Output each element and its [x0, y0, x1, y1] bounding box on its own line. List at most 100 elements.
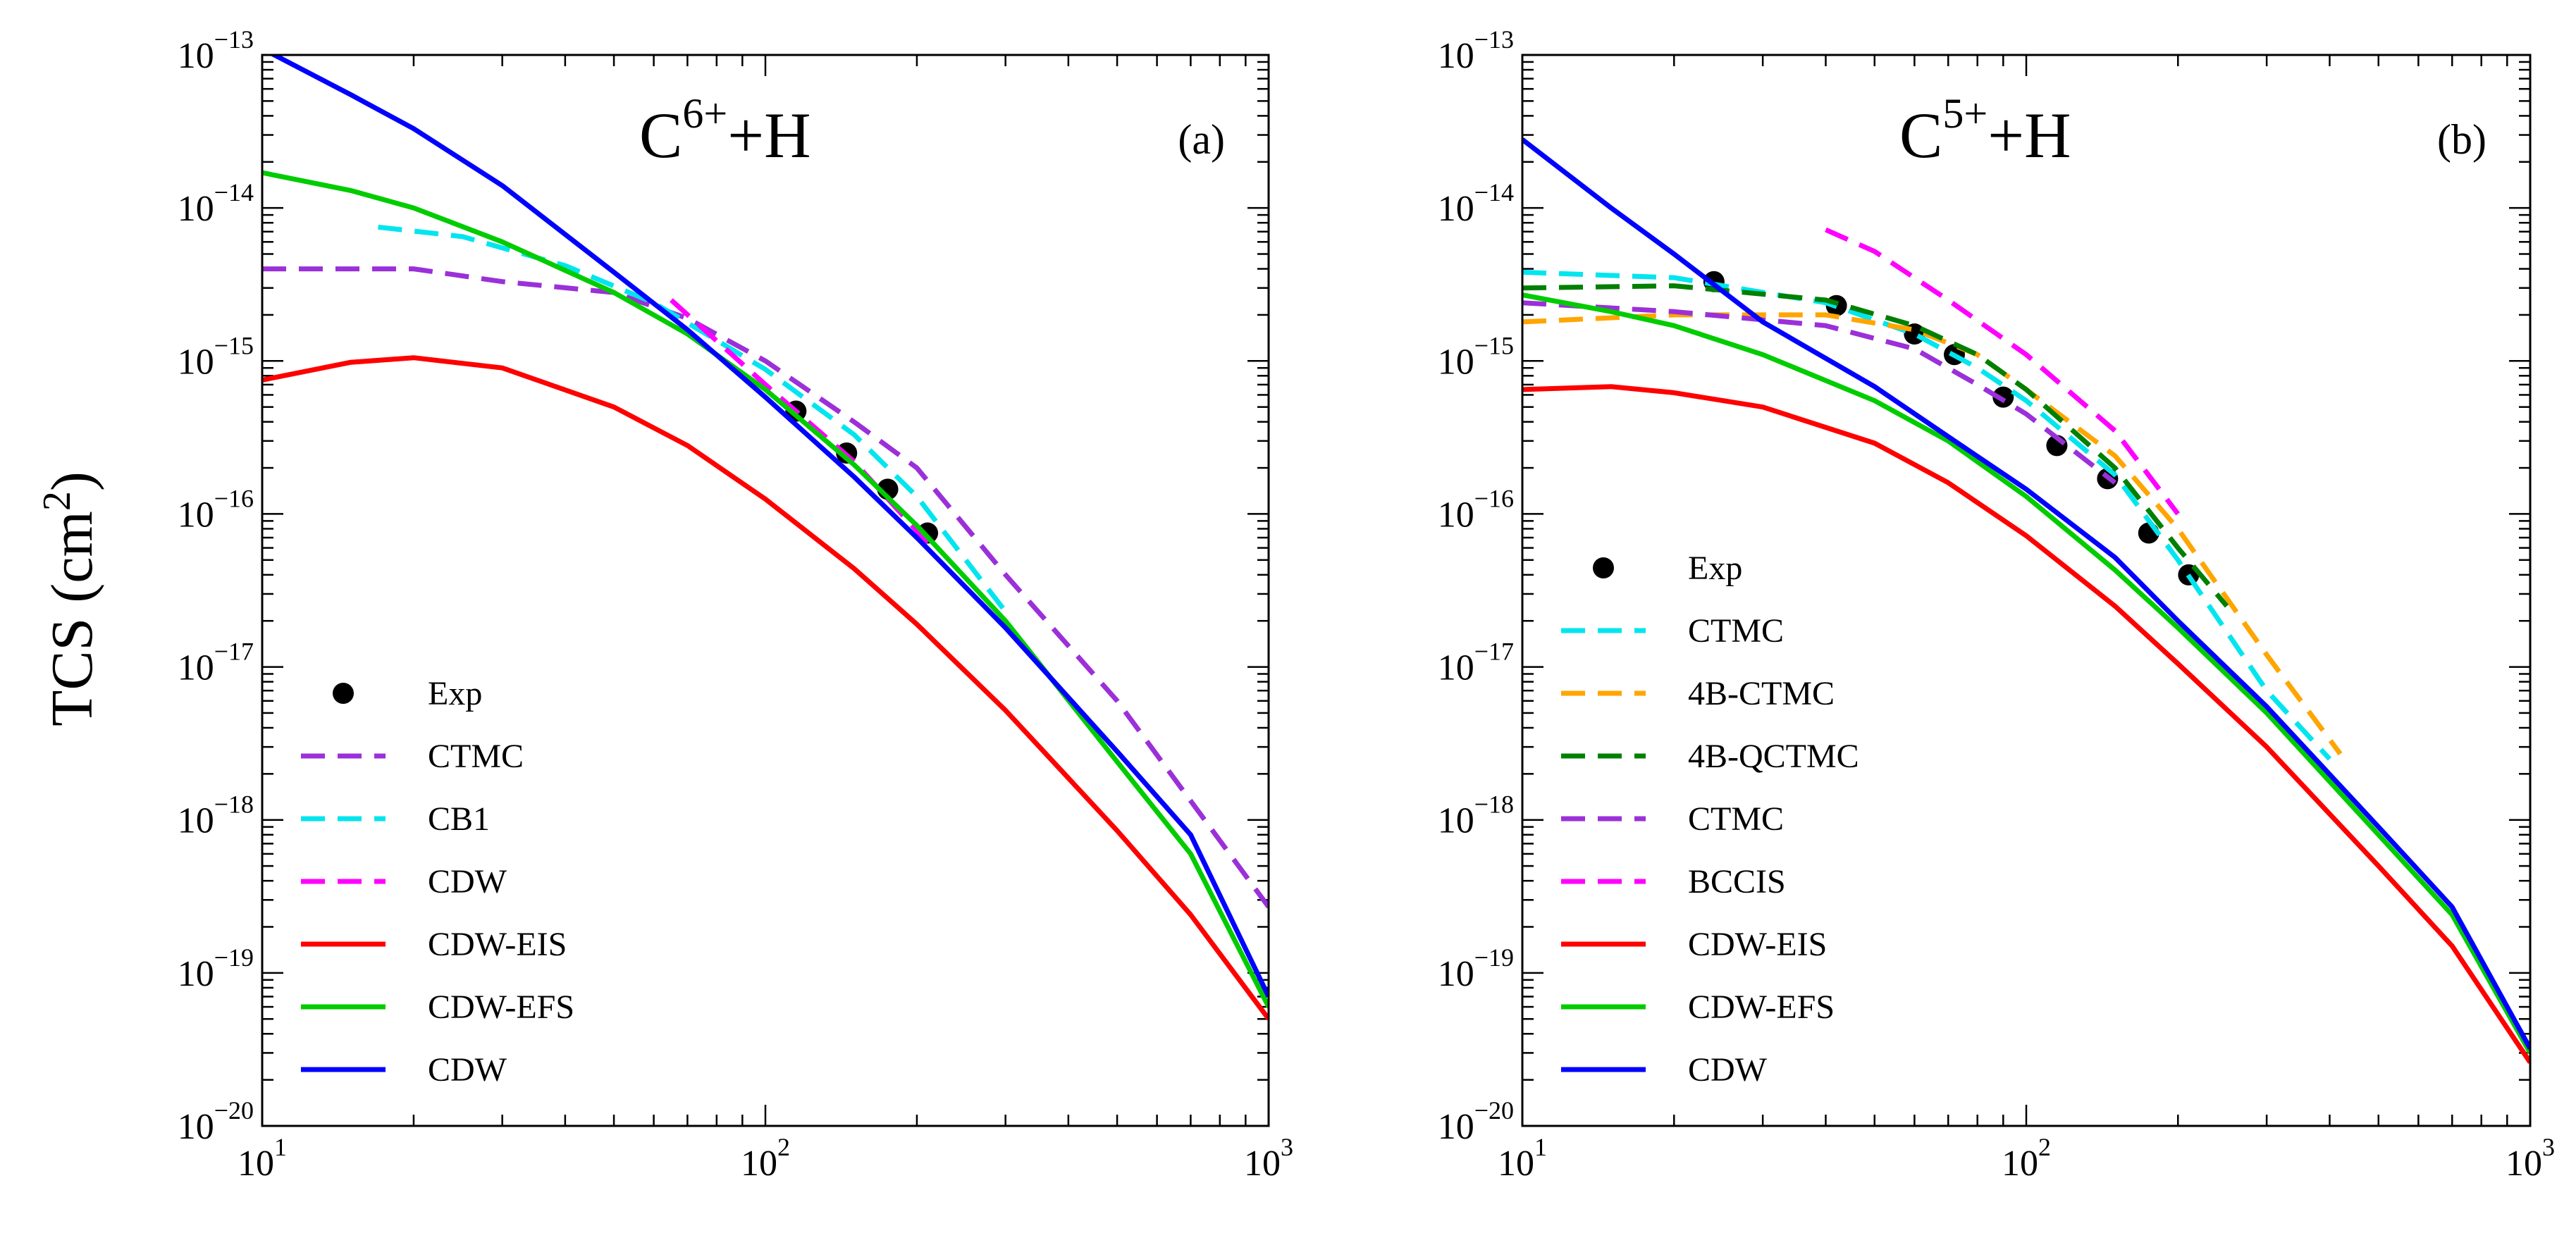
y-tick-label-base: 10 [1438, 189, 1474, 229]
x-tick-label: 102 [741, 1133, 790, 1184]
x-tick-label-base: 10 [741, 1144, 777, 1184]
series-bccis-line [1825, 227, 2180, 516]
x-tick-label-base: 10 [1244, 1144, 1281, 1184]
title-sup: 6+ [682, 90, 727, 137]
panel-b-plot-area [1522, 137, 2530, 1064]
x-tick-label-exp: 1 [1534, 1133, 1547, 1161]
y-tick-label-exp: −14 [1474, 178, 1514, 206]
y-tick-label-base: 10 [1438, 495, 1474, 535]
y-tick-label: 10−15 [178, 331, 254, 382]
x-tick-label: 103 [1244, 1133, 1293, 1184]
y-tick-label-exp: −20 [214, 1096, 254, 1124]
y-tick-label: 10−16 [178, 484, 254, 535]
series-exp-point [1992, 386, 2014, 408]
x-tick-label-exp: 1 [274, 1133, 287, 1161]
y-tick-label-base: 10 [178, 342, 214, 382]
y-tick-label-base: 10 [178, 954, 214, 994]
panel-b-legend: Exp CTMC 4B-CTMC 4B-QCTMC CTMC BCCIS CDW-EIS CD… [1561, 550, 1859, 1089]
title-tail: +H [727, 99, 811, 171]
panel-a: 101 102 10310−2010−1910−1810−1710−1610−151… [178, 25, 1293, 1184]
y-tick-label: 10−20 [1438, 1096, 1514, 1147]
y-tick-label: 10−20 [178, 1096, 254, 1147]
y-tick-label: 10−18 [1438, 791, 1514, 841]
legend-entry: Exp [428, 675, 482, 712]
y-tick-label: 10−17 [178, 638, 254, 688]
legend-entry: CB1 [428, 800, 490, 838]
y-tick-label-exp: −16 [1474, 484, 1514, 512]
y-tick-label: 10−14 [178, 178, 254, 229]
x-tick-label-base: 10 [2002, 1144, 2038, 1184]
series-cdw-line [269, 55, 1269, 998]
x-tick-label-exp: 2 [777, 1133, 790, 1161]
y-tick-label-exp: −15 [1474, 331, 1514, 359]
y-tick-label-exp: −20 [1474, 1096, 1514, 1124]
legend-entry: 4B-CTMC [1688, 675, 1835, 712]
y-tick-label-base: 10 [178, 495, 214, 535]
series-4b-ctmc-line [1522, 312, 2343, 756]
y-tick-label: 10−19 [178, 943, 254, 994]
panel-a-frame [261, 54, 1270, 1127]
y-tick-label-exp: −17 [214, 638, 254, 666]
y-tick-label: 10−15 [1438, 331, 1514, 382]
y-tick-label-exp: −19 [1474, 943, 1514, 972]
y-tick-label: 10−18 [178, 791, 254, 841]
title-sup: 5+ [1942, 90, 1988, 137]
y-tick-label-exp: −16 [214, 484, 254, 512]
panel-a-legend: Exp CTMC CB1 CDW CDW-EIS CDW-EFS CDW [301, 675, 574, 1089]
y-axis-label-sup: 2 [35, 491, 79, 511]
series-cdw-eis-line [1522, 384, 2530, 1064]
legend-entry: CDW [428, 863, 507, 900]
legend-marker [1593, 557, 1614, 578]
y-tick-label-base: 10 [178, 648, 214, 688]
y-tick-label-base: 10 [1438, 801, 1474, 841]
x-tick-label-base: 10 [2506, 1144, 2542, 1184]
y-tick-label-base: 10 [178, 801, 214, 841]
x-tick-label: 102 [2002, 1133, 2051, 1184]
y-tick-label-exp: −18 [214, 791, 254, 819]
legend-marker [333, 683, 354, 704]
title-base: C [1899, 99, 1942, 171]
y-tick-label: 10−14 [1438, 178, 1514, 229]
y-tick-label-base: 10 [178, 1107, 214, 1147]
panel-a-plot-area [262, 55, 1269, 1021]
x-tick-label-base: 10 [1498, 1144, 1534, 1184]
y-tick-label-exp: −13 [214, 25, 254, 54]
y-tick-label-exp: −15 [214, 331, 254, 359]
y-tick-label-base: 10 [1438, 342, 1474, 382]
legend-entry: CDW-EIS [1688, 926, 1827, 963]
panel-b: 101 102 10310−2010−1910−1810−1710−1610−151… [1438, 25, 2555, 1184]
x-tick-label-exp: 2 [2038, 1133, 2051, 1161]
x-tick-label-exp: 3 [1281, 1133, 1293, 1161]
y-tick-label-exp: −17 [1474, 638, 1514, 666]
x-tick-label: 103 [2506, 1133, 2555, 1184]
legend-entry: CDW [428, 1051, 507, 1089]
panel-b-title: C5++H [1899, 90, 2071, 171]
legend-entry: CTMC [1688, 612, 1784, 650]
y-axis-label-close: ) [39, 471, 105, 491]
y-tick-label: 10−13 [178, 25, 254, 76]
series-ctmc-line [1522, 269, 2332, 761]
series-ctmc-line [1522, 300, 2117, 485]
y-tick-label: 10−17 [1438, 638, 1514, 688]
y-tick-label-exp: −18 [1474, 791, 1514, 819]
legend-entry: CDW-EIS [428, 926, 567, 963]
panel-a-label: (a) [1178, 116, 1225, 163]
y-tick-label-exp: −19 [214, 943, 254, 972]
title-tail: +H [1988, 99, 2071, 171]
panel-b-frame [1521, 54, 2532, 1127]
panel-b-label: (b) [2437, 116, 2486, 163]
x-tick-label-base: 10 [238, 1144, 274, 1184]
y-tick-label-base: 10 [1438, 1107, 1474, 1147]
series-cdw-efs-line [262, 170, 1269, 1008]
y-axis-label-main: TCS (cm [39, 511, 105, 726]
panel-a-title: C6++H [639, 90, 811, 171]
legend-entry: CTMC [428, 738, 524, 775]
y-tick-label-base: 10 [1438, 954, 1474, 994]
legend-entry: CDW-EFS [428, 989, 574, 1026]
y-tick-label-exp: −14 [214, 178, 254, 206]
x-tick-label-exp: 3 [2542, 1133, 2555, 1161]
series-cdw-efs-line [1522, 292, 2530, 1055]
y-tick-label-base: 10 [1438, 648, 1474, 688]
title-base: C [639, 99, 682, 171]
y-tick-label-base: 10 [178, 189, 214, 229]
